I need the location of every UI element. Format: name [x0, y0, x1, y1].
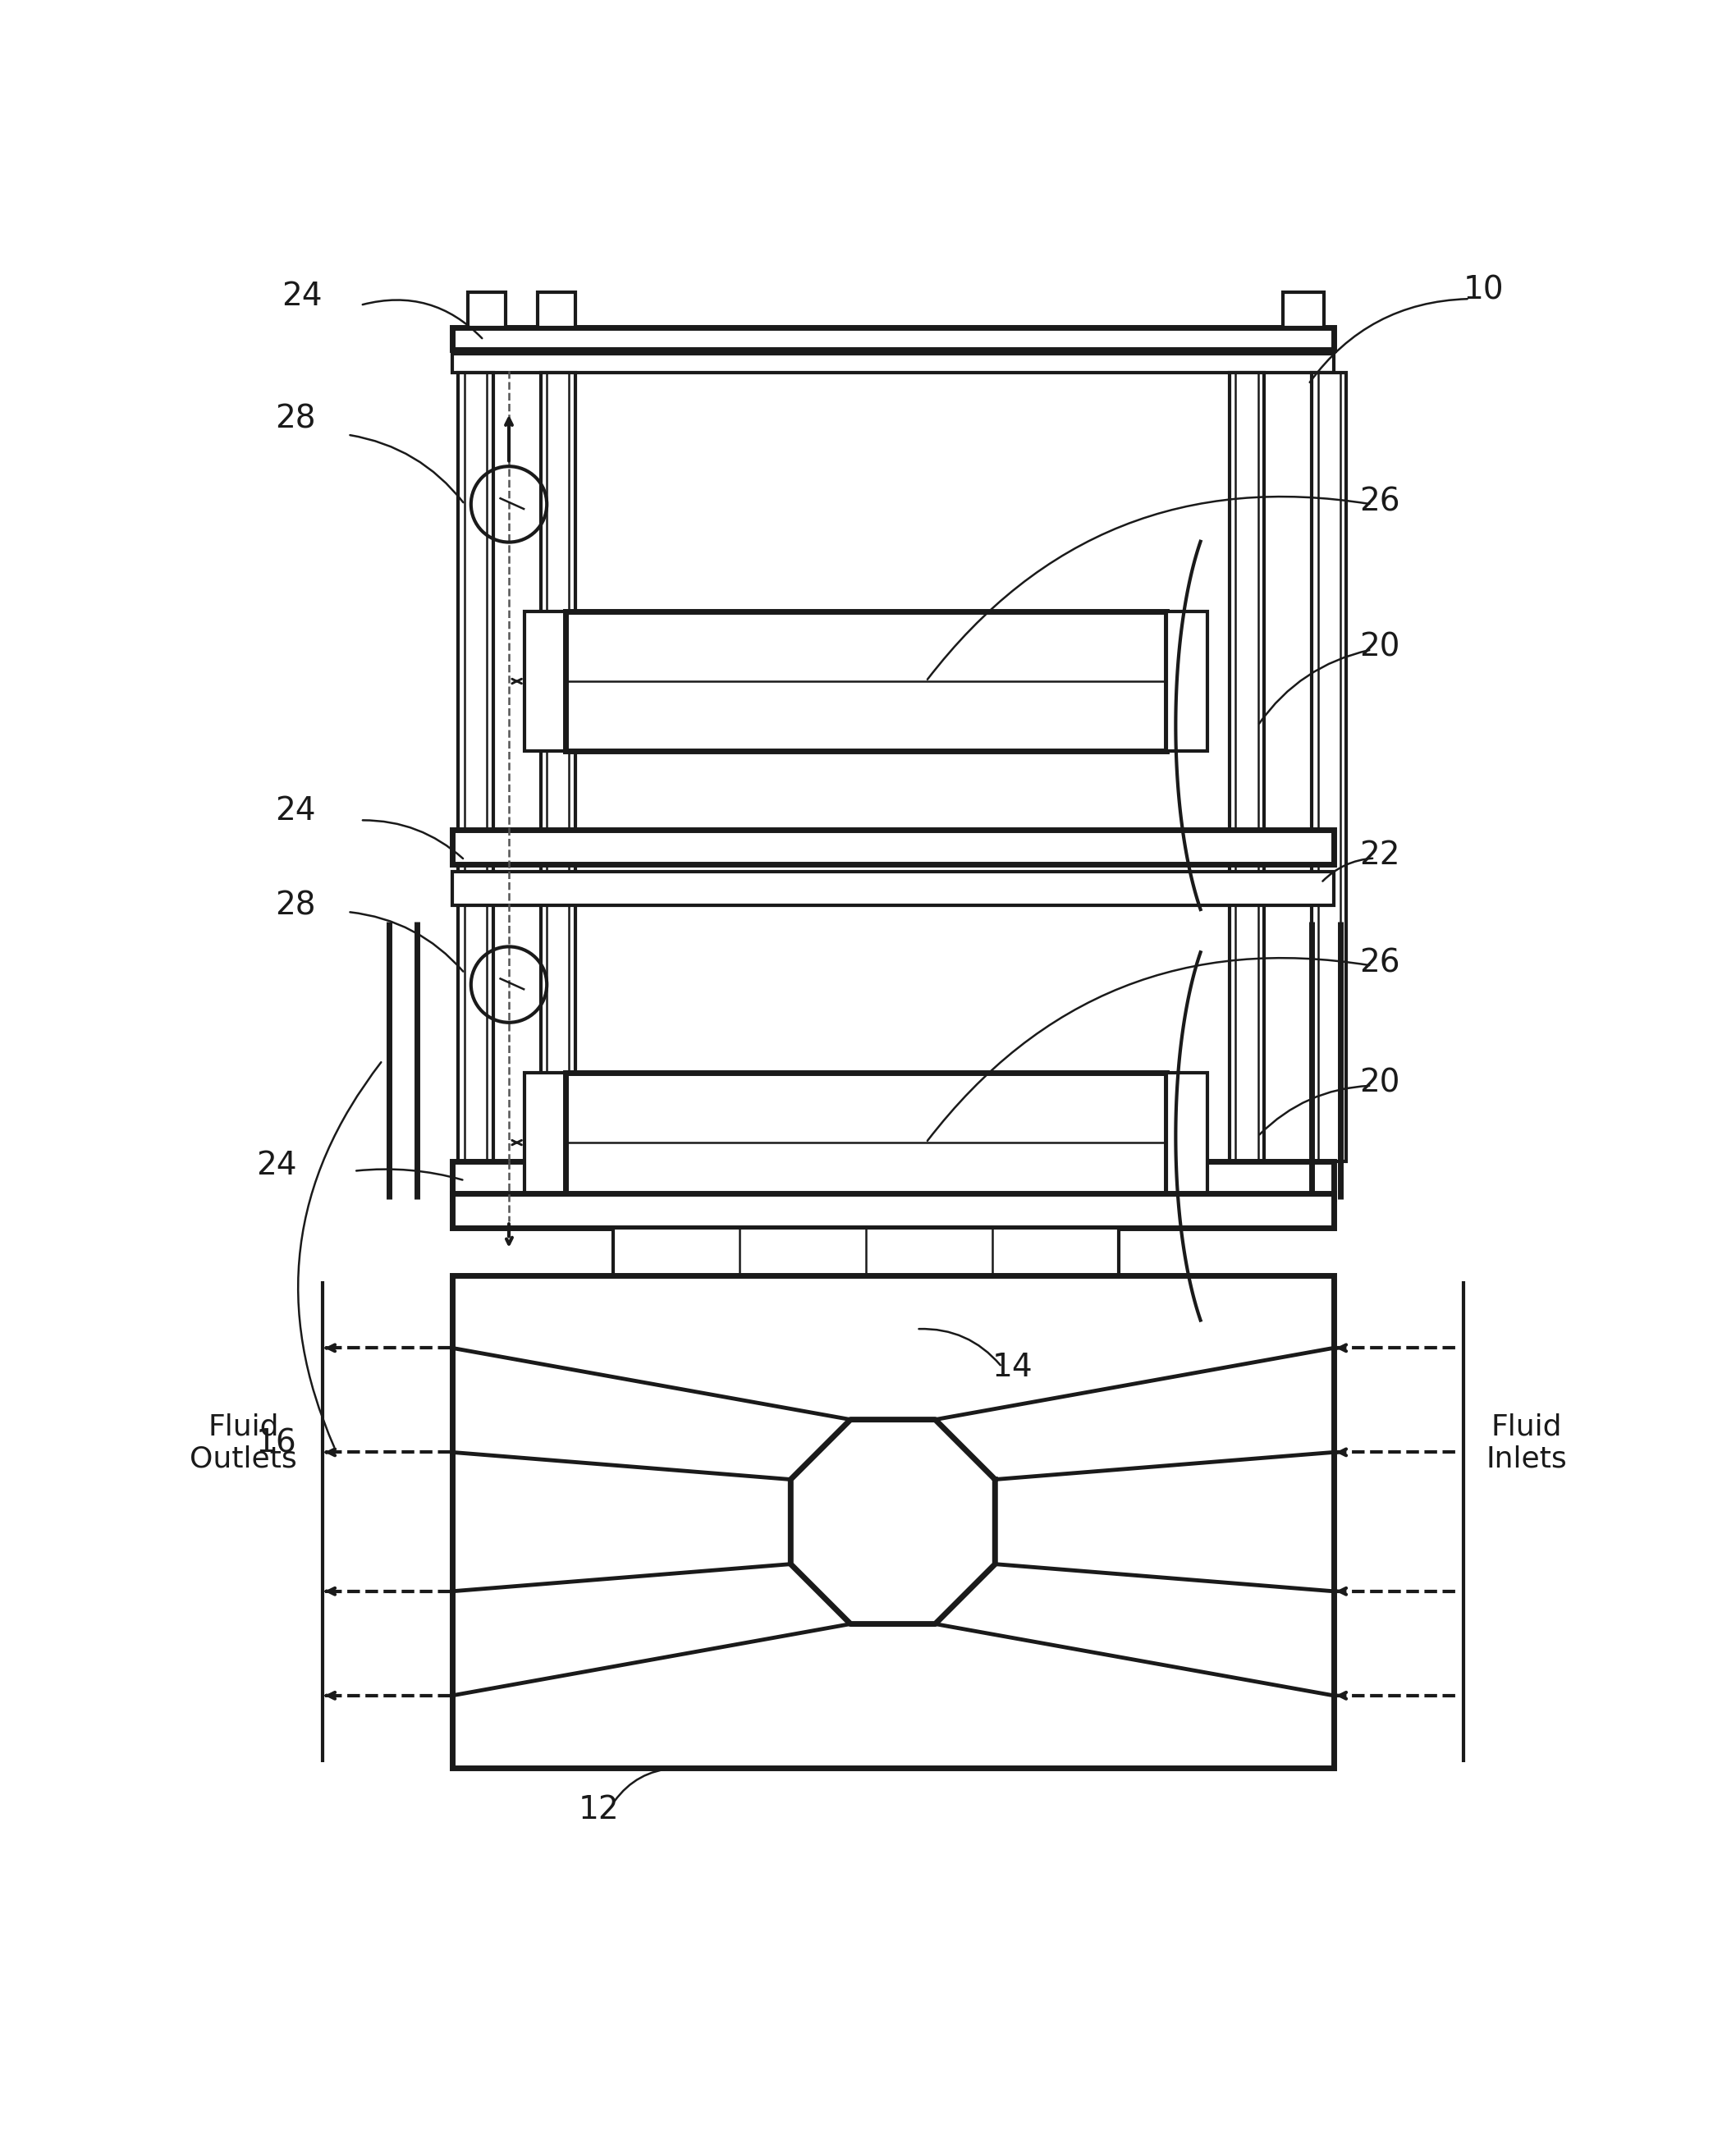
Text: 28: 28: [274, 403, 316, 435]
Text: 28: 28: [274, 891, 316, 921]
Bar: [451, 328, 1333, 349]
Bar: [613, 1307, 1118, 1361]
Text: 20: 20: [1359, 1067, 1399, 1099]
Bar: [467, 294, 505, 328]
Text: Fluid
Outlets: Fluid Outlets: [189, 1412, 297, 1472]
Text: 26: 26: [1359, 486, 1399, 516]
Text: Fluid
Inlets: Fluid Inlets: [1486, 1412, 1568, 1472]
Text: 12: 12: [578, 1794, 620, 1826]
Text: 24: 24: [274, 795, 316, 827]
Bar: [451, 872, 1333, 906]
Text: 26: 26: [1359, 947, 1399, 979]
Bar: [566, 611, 1167, 750]
Bar: [451, 1162, 1333, 1200]
Bar: [458, 373, 493, 1162]
Text: 24: 24: [257, 1149, 297, 1181]
Text: 10: 10: [1463, 274, 1503, 306]
Text: 16: 16: [257, 1427, 297, 1459]
Text: 24: 24: [281, 281, 321, 311]
Text: 22: 22: [1359, 840, 1399, 870]
Bar: [451, 829, 1333, 864]
Bar: [566, 1074, 1167, 1213]
Bar: [538, 294, 575, 328]
Bar: [524, 611, 566, 750]
Bar: [1167, 1074, 1207, 1213]
Bar: [540, 373, 575, 1162]
Bar: [451, 1194, 1333, 1228]
Bar: [1167, 611, 1207, 750]
Bar: [451, 354, 1333, 373]
Bar: [613, 1228, 1118, 1309]
Bar: [1283, 294, 1325, 328]
Text: 20: 20: [1359, 632, 1399, 662]
Bar: [1312, 373, 1347, 1162]
Bar: [451, 1275, 1333, 1768]
Bar: [1229, 373, 1264, 1162]
Bar: [524, 1074, 566, 1213]
Text: 14: 14: [993, 1352, 1033, 1382]
